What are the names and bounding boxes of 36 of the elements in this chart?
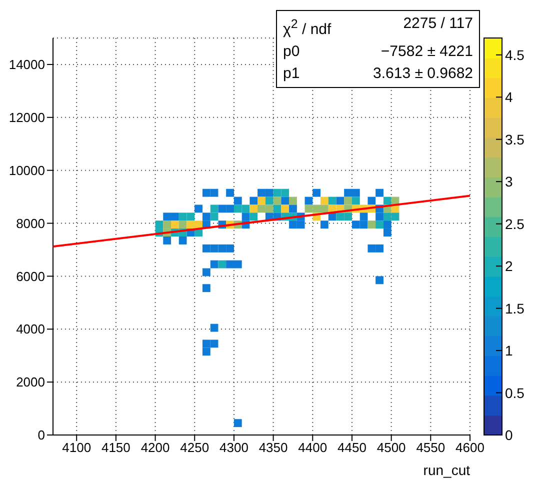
color-bar-label: 1: [505, 342, 513, 359]
annotation: χ$^{2}$ / ndf: [283, 16, 332, 40]
x-tick-label: 4200: [140, 440, 170, 456]
color-bar-label: 3.5: [505, 131, 525, 148]
x-tick-label: 4350: [258, 440, 288, 456]
color-bar-label: 0: [505, 427, 513, 443]
x-axis-title: run_cut: [423, 462, 470, 478]
x-tick-label: 4450: [338, 440, 366, 456]
y-tick-label: 4000: [16, 322, 45, 337]
x-tick-label: 4400: [298, 440, 328, 456]
y-tick-label: 10000: [8, 162, 45, 178]
annotation: p1: [283, 64, 300, 84]
annotation: p0: [283, 42, 300, 62]
color-bar-label: 2: [505, 258, 513, 274]
text: 2275 / 117: [403, 15, 473, 32]
x-tick-label: 4300: [220, 440, 248, 456]
color-bar-label: 0.5: [505, 384, 525, 401]
x-tick-label: 4250: [180, 440, 210, 456]
x-tick-label: 4600: [456, 440, 484, 456]
color-bar-label: 3: [505, 174, 513, 190]
y-tick-label: 14000: [8, 57, 45, 72]
annotation: 3.613 ± 0.9682: [373, 64, 473, 84]
color-bar-label: 4.5: [505, 46, 525, 63]
y-tick-label: 6000: [16, 268, 45, 284]
x-tick-label: 4550: [416, 440, 446, 456]
y-tick-label: 8000: [16, 216, 45, 231]
color-bar-label: 1.5: [505, 300, 525, 316]
y-tick-label: 12000: [8, 110, 45, 126]
y-tick-label: 2000: [16, 374, 45, 390]
x-tick-label: 4150: [101, 440, 130, 456]
y-tick-label: 0: [38, 428, 45, 443]
x-tick-label: 4100: [62, 440, 92, 456]
color-bar-label: 4: [505, 89, 513, 106]
annotation: −7582 ± 4221: [380, 42, 473, 62]
color-bar-label: 2.5: [505, 216, 525, 232]
x-tick-label: 4500: [376, 440, 406, 456]
